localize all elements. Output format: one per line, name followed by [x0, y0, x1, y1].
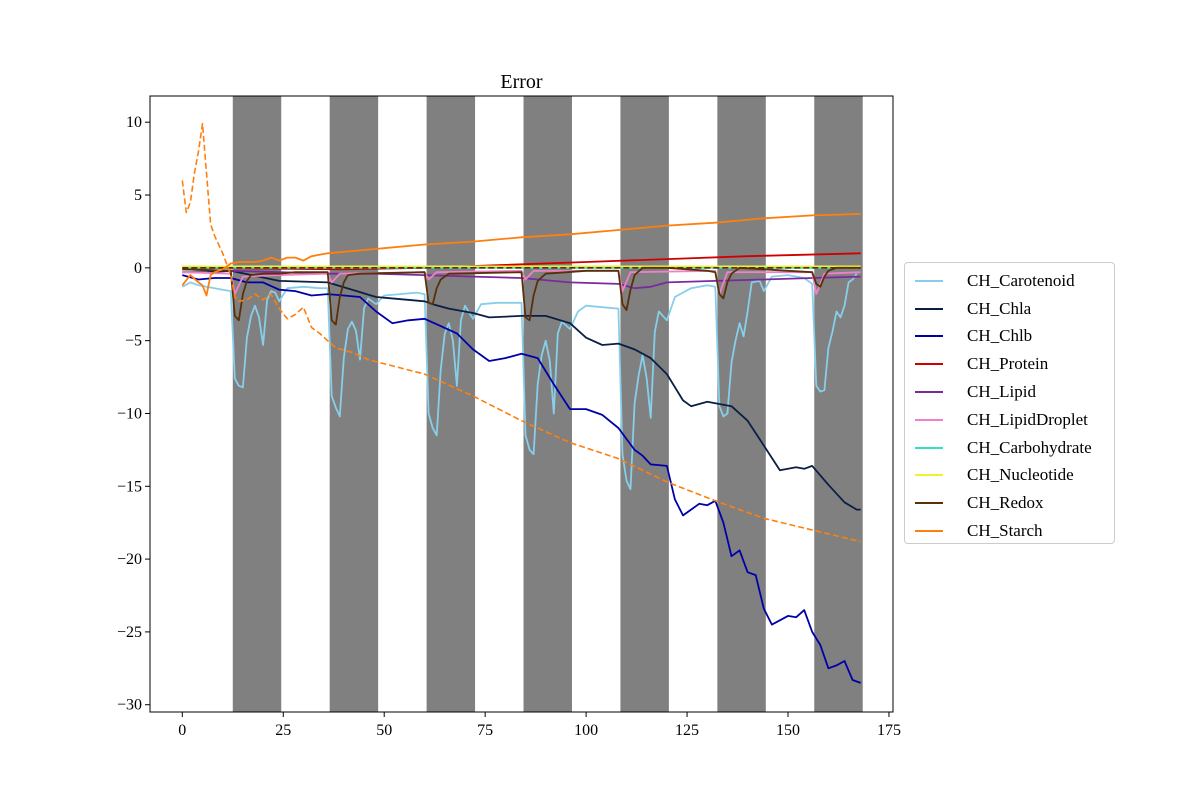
- legend-label: CH_Chla: [967, 298, 1032, 318]
- shaded-intervals: [232, 96, 863, 712]
- series-line-ch-lipiddroplet: [182, 269, 861, 296]
- legend-item: CH_Redox: [905, 489, 1114, 517]
- legend-item: CH_LipidDroplet: [905, 406, 1114, 434]
- legend-swatch: [915, 474, 943, 477]
- legend-label: CH_LipidDroplet: [967, 409, 1088, 429]
- x-tick-label: 150: [776, 722, 800, 739]
- y-tick-label: −15: [117, 478, 142, 495]
- legend-swatch: [915, 335, 943, 338]
- x-tick-label: 0: [178, 722, 186, 739]
- legend-item: CH_Lipid: [905, 378, 1114, 406]
- dark-period-band: [232, 96, 282, 712]
- legend-label: CH_Starch: [967, 521, 1043, 541]
- y-tick-label: −25: [117, 624, 142, 641]
- x-tick-label: 100: [574, 722, 598, 739]
- y-tick-label: 0: [134, 260, 142, 277]
- y-tick-label: −5: [125, 333, 142, 350]
- legend-label: CH_Nucleotide: [967, 465, 1074, 485]
- dark-period-band: [329, 96, 379, 712]
- x-tick-label: 75: [477, 722, 493, 739]
- legend-item: CH_Chla: [905, 295, 1114, 323]
- legend-label: CH_Carbohydrate: [967, 437, 1092, 457]
- y-tick-label: −20: [117, 551, 142, 568]
- chart-title: Error: [500, 71, 543, 93]
- series-line-ch-redox: [182, 266, 861, 326]
- series-lines: [181, 122, 862, 684]
- y-tick-label: −30: [117, 697, 142, 714]
- legend-swatch: [915, 279, 943, 282]
- y-tick-label: −10: [117, 405, 142, 422]
- legend-label: CH_Carotenoid: [967, 270, 1075, 290]
- chart-legend: CH_Carotenoid CH_Chla CH_Chlb CH_Protein CH_…: [904, 262, 1115, 544]
- legend-label: CH_Chlb: [967, 326, 1033, 346]
- x-tick-label: 125: [675, 722, 699, 739]
- legend-item: CH_Chlb: [905, 323, 1114, 351]
- series-line-ch-chla: [182, 269, 861, 511]
- x-tick-label: 175: [877, 722, 901, 739]
- dark-period-band: [717, 96, 766, 712]
- series-line-ch-carotenoid: [181, 273, 858, 491]
- legend-label: CH_Lipid: [967, 382, 1036, 402]
- legend-item: CH_Starch: [905, 517, 1114, 545]
- y-tick-label: 10: [126, 114, 142, 131]
- plot-frame: [149, 95, 894, 713]
- legend-item: CH_Carbohydrate: [905, 434, 1114, 462]
- legend-item: CH_Protein: [905, 350, 1114, 378]
- legend-label: CH_Protein: [967, 354, 1049, 374]
- legend-swatch: [915, 446, 943, 449]
- legend-item: CH_Nucleotide: [905, 462, 1114, 490]
- legend-swatch: [915, 391, 943, 394]
- series-line-ch-starch: [181, 213, 861, 297]
- series-line-ch-protein: [182, 252, 861, 271]
- y-tick-label: 5: [134, 187, 142, 204]
- legend-swatch: [915, 307, 943, 310]
- legend-swatch: [915, 418, 943, 421]
- x-axis-ticks: 0 25 50 75 100 125 150 175: [178, 712, 901, 739]
- legend-swatch: [915, 502, 943, 505]
- x-tick-label: 25: [275, 722, 291, 739]
- x-tick-label: 50: [376, 722, 392, 739]
- dark-period-band: [814, 96, 863, 712]
- y-axis-ticks: 10 5 0 −5 −10 −15 −20 −25 −30: [117, 114, 150, 714]
- series-line-ch-starch-dashed: [181, 122, 861, 543]
- legend-label: CH_Redox: [967, 493, 1044, 513]
- legend-swatch: [915, 530, 943, 533]
- legend-swatch: [915, 363, 943, 366]
- legend-item: CH_Carotenoid: [905, 267, 1114, 295]
- dark-period-band: [620, 96, 669, 712]
- dark-period-band: [426, 96, 476, 712]
- dark-period-band: [523, 96, 572, 712]
